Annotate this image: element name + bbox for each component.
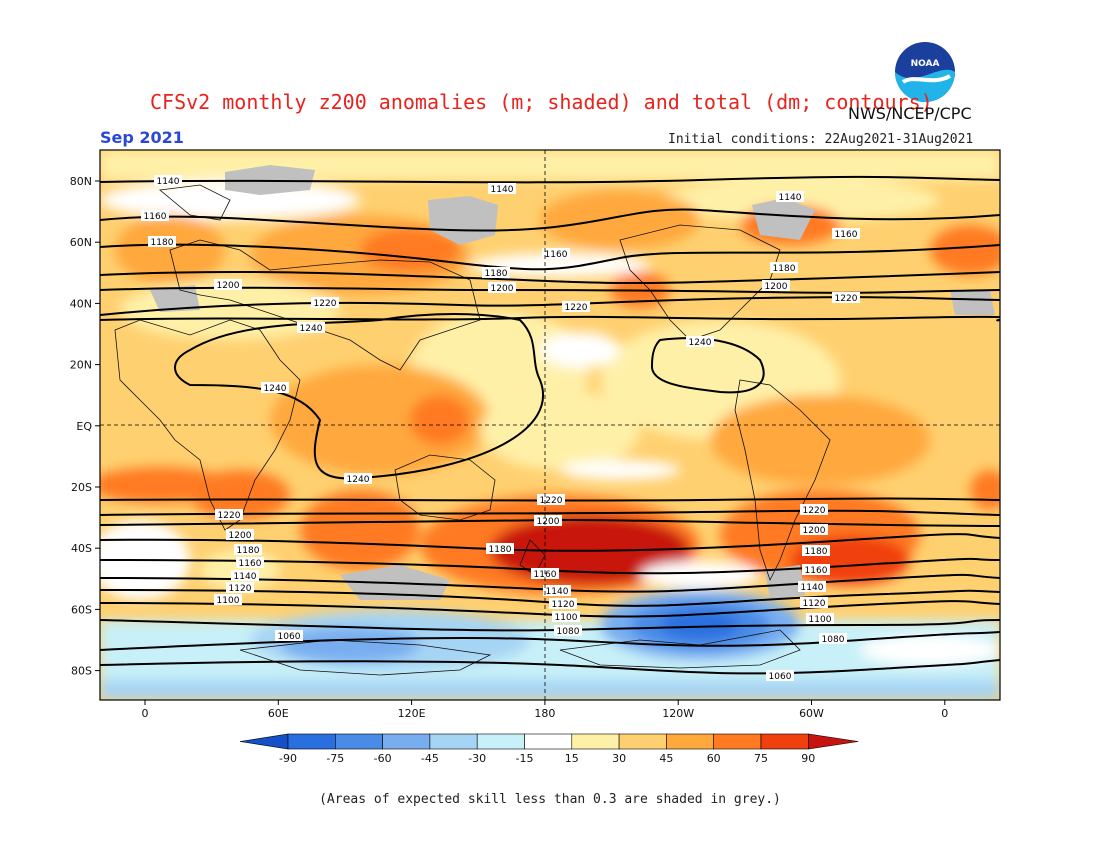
contour-label: 1140 [234, 572, 257, 582]
chart-title: CFSv2 monthly z200 anomalies (m; shaded)… [150, 90, 933, 114]
contour-label: 1100 [555, 613, 578, 623]
contour-label: 1200 [537, 517, 560, 527]
lon-label: 0 [941, 707, 948, 720]
lon-label: 60W [799, 707, 824, 720]
contour-label: 1140 [779, 193, 802, 203]
colorbar-segment [239, 733, 289, 750]
colorbar-tick-label: 75 [754, 752, 768, 765]
colorbar-segment [666, 733, 715, 750]
lon-label: 180 [534, 707, 555, 720]
agency-label: NWS/NCEP/CPC [848, 104, 972, 123]
contour-label: 1240 [264, 384, 287, 394]
contour-label: 1220 [540, 496, 563, 506]
colorbar-segment [476, 733, 525, 750]
lat-label: EQ [76, 420, 92, 433]
lat-label: 60S [71, 603, 92, 616]
colorbar-segment [287, 733, 336, 750]
contour-label: 1060 [278, 632, 301, 642]
colorbar-tick-label: -30 [468, 752, 486, 765]
colorbar-tick-label: -75 [326, 752, 344, 765]
lat-label: 40S [71, 542, 92, 555]
footnote: (Areas of expected skill less than 0.3 a… [319, 792, 781, 807]
lat-label: 40N [70, 297, 92, 310]
colorbar-tick-label: 15 [565, 752, 579, 765]
longitude-labels: 0 60E 120E 180 120W 60W 0 [142, 700, 948, 720]
colorbar-segment [760, 733, 809, 750]
contour-label: 1220 [314, 299, 337, 309]
colorbar-segment [382, 733, 431, 750]
contour-label: 1200 [229, 531, 252, 541]
map-frame [99, 149, 1001, 701]
colorbar-tick-label: 30 [612, 752, 626, 765]
contour-label: 1220 [803, 506, 826, 516]
contour-label: 1160 [835, 230, 858, 240]
lat-label: 60N [70, 236, 92, 249]
contour-label: 1140 [801, 583, 824, 593]
contour-label: 1160 [144, 212, 167, 222]
noaa-logo: NOAA [895, 42, 955, 102]
colorbar-segment [807, 733, 859, 750]
colorbar-segment [571, 733, 620, 750]
contour-label: 1100 [809, 615, 832, 625]
contour-label: 1180 [485, 269, 508, 279]
lat-label: 80N [70, 175, 92, 188]
colorbar-segment [713, 733, 762, 750]
initial-conditions: Initial conditions: 22Aug2021-31Aug2021 [668, 132, 974, 147]
colorbar-tick-label: -90 [279, 752, 297, 765]
contour-label: 1120 [229, 584, 252, 594]
contour-label: 1180 [773, 264, 796, 274]
lon-label: 0 [142, 707, 149, 720]
latitude-labels: 80N 60N 40N 20N EQ 20S 40S 60S 80S [70, 175, 100, 678]
contour-label: 1160 [545, 250, 568, 260]
contour-labels: 1140 1140 1140 1160 1160 1160 1180 1180 1180 1200… [141, 175, 860, 682]
colorbar-tick-label: -15 [516, 752, 534, 765]
contour-label: 1220 [835, 294, 858, 304]
contour-label: 1080 [557, 627, 580, 637]
colorbar: -90 -75 -60 -45 -30 -15 15 30 45 60 75 90 [239, 733, 859, 765]
contour-label: 1200 [217, 281, 240, 291]
contour-label: 1160 [805, 566, 828, 576]
contour-label: 1140 [491, 185, 514, 195]
contour-label: 1160 [534, 570, 557, 580]
lon-label: 120W [662, 707, 694, 720]
colorbar-segment [429, 733, 478, 750]
lon-label: 60E [268, 707, 289, 720]
colorbar-segment [618, 733, 667, 750]
colorbar-tick-label: 60 [707, 752, 721, 765]
colorbar-tick-label: 90 [801, 752, 815, 765]
colorbar-tick-label: -45 [421, 752, 439, 765]
contour-label: 1180 [489, 545, 512, 555]
contour-label: 1100 [217, 596, 240, 606]
contour-label: 1200 [491, 284, 514, 294]
lat-label: 20S [71, 481, 92, 494]
noaa-logo-text: NOAA [911, 59, 940, 69]
contour-label: 1200 [765, 282, 788, 292]
forecast-month: Sep 2021 [100, 128, 184, 147]
contour-label: 1120 [552, 600, 575, 610]
contour-label: 1160 [239, 559, 262, 569]
contour-label: 1240 [347, 475, 370, 485]
contour-label: 1140 [157, 177, 180, 187]
colorbar-tick-label: -60 [374, 752, 392, 765]
contour-label: 1080 [822, 635, 845, 645]
contour-label: 1200 [803, 526, 826, 536]
contour-label: 1180 [237, 546, 260, 556]
lon-label: 120E [398, 707, 426, 720]
contour-label: 1240 [689, 338, 712, 348]
contour-label: 1120 [803, 599, 826, 609]
contour-label: 1240 [300, 324, 323, 334]
colorbar-tick-label: 45 [659, 752, 673, 765]
contour-label: 1220 [218, 511, 241, 521]
contour-label: 1060 [769, 672, 792, 682]
lat-label: 20N [70, 359, 92, 372]
lat-label: 80S [71, 665, 92, 678]
colorbar-segment [524, 733, 573, 750]
contour-label: 1180 [151, 238, 174, 248]
contour-label: 1220 [565, 303, 588, 313]
contour-label: 1180 [805, 547, 828, 557]
contour-label: 1140 [546, 587, 569, 597]
colorbar-segment [334, 733, 383, 750]
